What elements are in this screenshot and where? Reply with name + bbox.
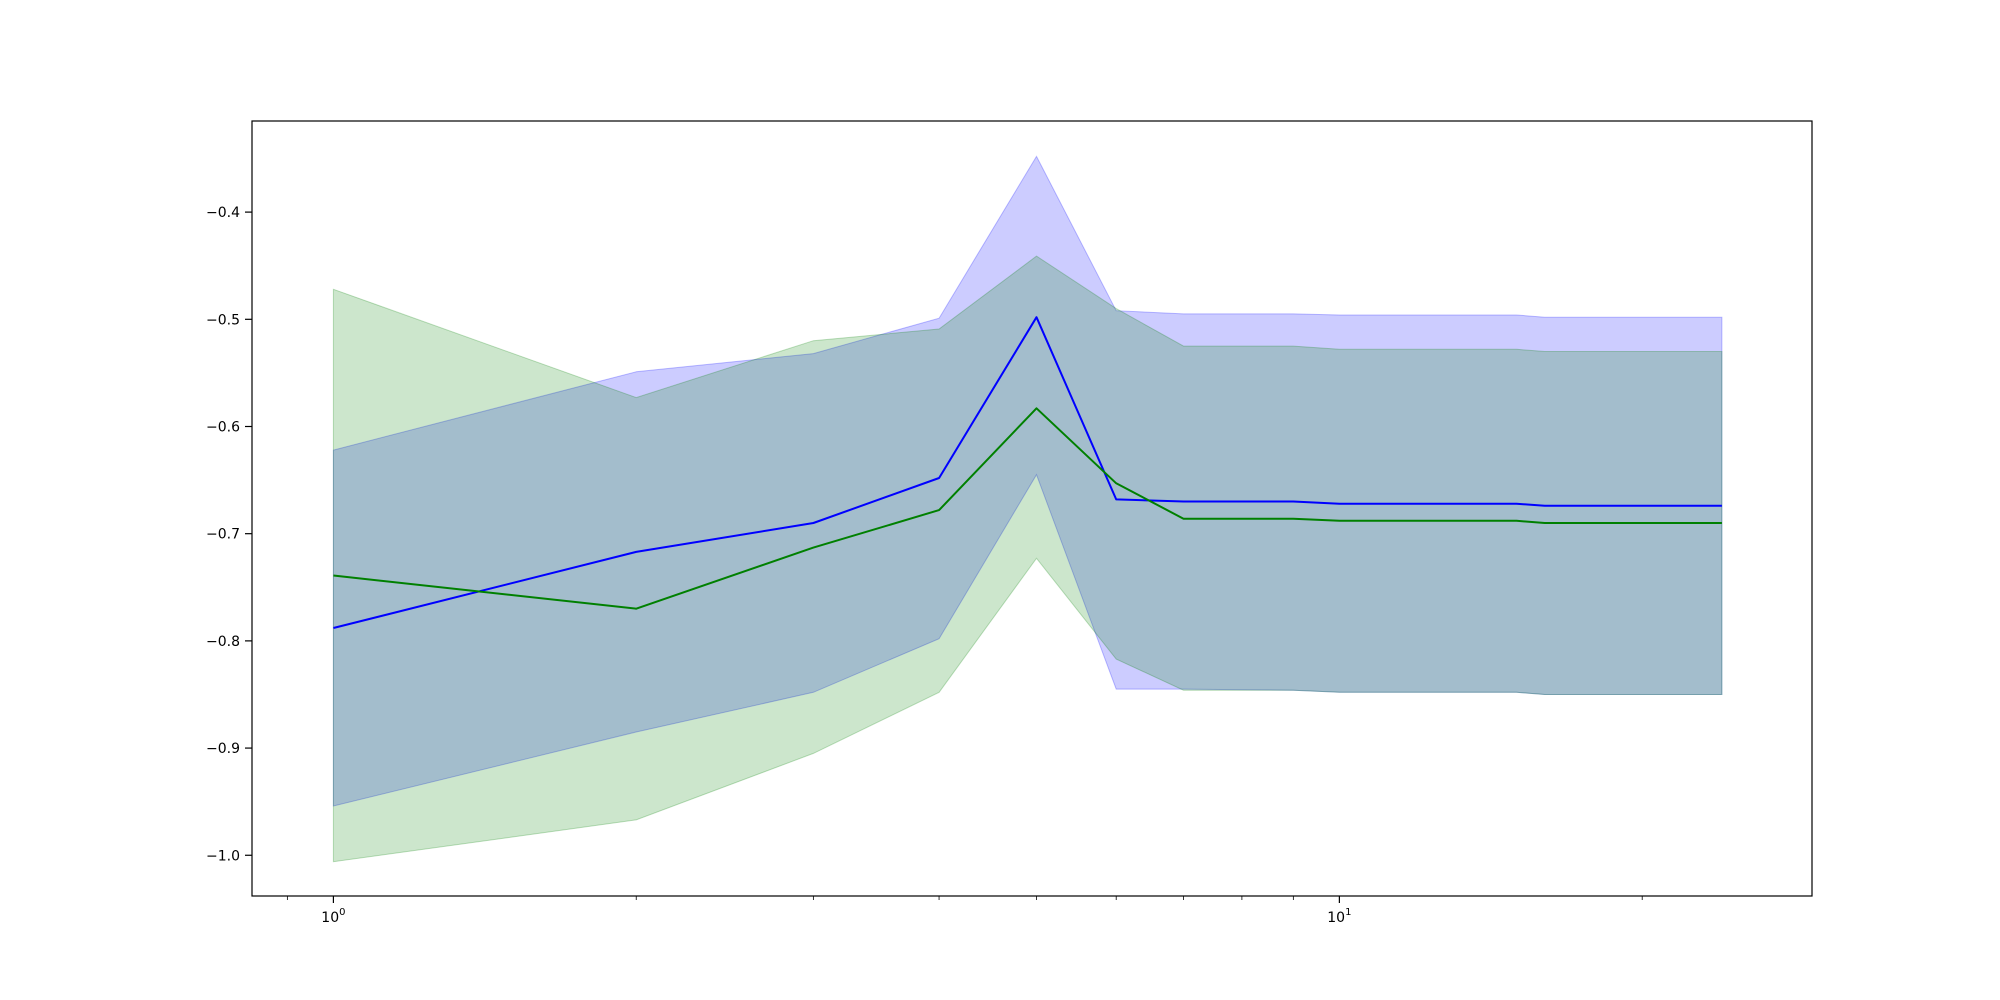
line-series-2 bbox=[333, 407, 1722, 610]
x-tick-label: 100 bbox=[321, 907, 345, 926]
y-tick-label: −0.7 bbox=[206, 527, 240, 543]
plot-area-frame bbox=[251, 120, 1813, 897]
x-axis: 100 101 bbox=[286, 896, 1643, 926]
band-series-1 bbox=[332, 155, 1723, 807]
confidence-bands bbox=[332, 155, 1723, 863]
x-tick-label: 101 bbox=[1327, 907, 1351, 926]
band-series-2 bbox=[332, 255, 1723, 863]
y-axis: −0.4 −0.5 −0.6 −0.7 −0.8 −0.9 −1.0 bbox=[206, 205, 252, 864]
y-tick-label: −0.4 bbox=[206, 205, 240, 221]
y-tick-label: −1.0 bbox=[206, 848, 240, 864]
series-lines bbox=[333, 316, 1722, 629]
y-tick-label: −0.8 bbox=[206, 634, 240, 650]
y-tick-label: −0.9 bbox=[206, 741, 240, 757]
y-tick-label: −0.6 bbox=[206, 419, 240, 435]
y-tick-label: −0.5 bbox=[206, 312, 240, 328]
